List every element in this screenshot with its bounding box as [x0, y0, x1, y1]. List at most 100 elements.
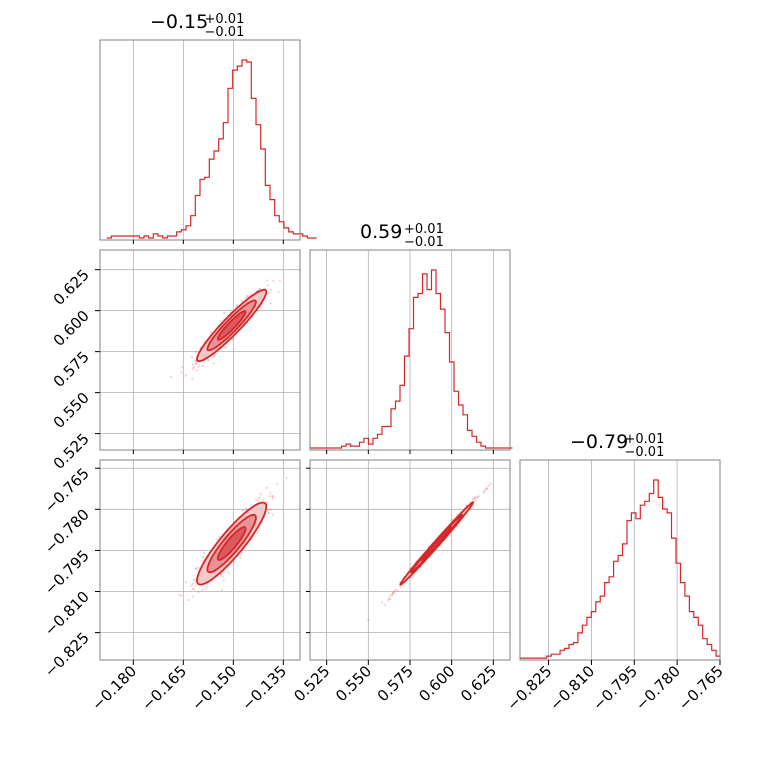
scatter-1-0-frame: [99, 249, 301, 451]
sample-point: [193, 587, 196, 591]
sample-point: [276, 483, 279, 486]
sample-point: [266, 501, 269, 504]
sample-point: [475, 495, 478, 498]
diag-0-title-upper-error: +0.01: [205, 12, 245, 27]
sample-point: [465, 504, 468, 507]
scatter-1-0-contour-line-2: [216, 310, 247, 341]
sample-point: [192, 588, 195, 591]
sample-point: [388, 594, 392, 598]
sample-point: [384, 603, 387, 607]
sample-point: [483, 489, 486, 492]
sample-point: [197, 590, 200, 594]
sample-point: [473, 497, 476, 500]
sample-point: [247, 295, 250, 298]
sample-point: [485, 486, 488, 490]
sample-point: [231, 338, 234, 341]
sample-point: [285, 477, 288, 480]
diag-2-title-lower-error: −0.01: [625, 445, 665, 460]
sample-point: [233, 561, 236, 564]
x-tick-label: −0.810: [546, 662, 598, 714]
sample-point: [269, 289, 272, 292]
sample-point: [267, 511, 270, 514]
sample-point: [256, 531, 259, 534]
scatter-2-1-contour-line-0: [399, 501, 475, 586]
sample-point: [180, 594, 183, 597]
sample-point: [471, 499, 474, 502]
diag-0-title-lower-error: −0.01: [205, 25, 245, 40]
y-tick-label: −0.825: [41, 629, 93, 681]
sample-point: [473, 497, 477, 500]
sample-point: [399, 585, 402, 589]
sample-point: [219, 319, 222, 322]
y-tick-label: 0.600: [50, 307, 93, 350]
sample-point: [225, 345, 228, 348]
sample-point: [192, 578, 196, 582]
sample-point: [239, 556, 242, 559]
sample-point: [178, 594, 181, 597]
diag-2-title-upper-error: +0.01: [625, 432, 665, 447]
sample-point: [487, 484, 490, 487]
diag-2-title-value: −0.79: [570, 431, 628, 453]
sample-point: [258, 496, 261, 499]
sample-point: [268, 495, 271, 498]
scatter-1-0-contour-fill-inner: [217, 311, 246, 340]
sample-point: [236, 304, 239, 307]
scatter-2-1-contour-line-1: [410, 513, 464, 574]
sample-point: [389, 597, 392, 601]
sample-point: [392, 591, 395, 595]
sample-point: [391, 594, 394, 597]
sample-point: [201, 556, 204, 559]
sample-point: [271, 495, 274, 498]
sample-point: [195, 567, 198, 570]
sample-point: [390, 593, 393, 596]
sample-point: [194, 584, 197, 587]
sample-point: [223, 346, 227, 350]
sample-point: [489, 482, 492, 485]
x-tick-label: −0.825: [503, 662, 555, 714]
scatter-1-0-scatter: [100, 250, 300, 450]
sample-point: [393, 590, 396, 593]
sample-point: [387, 597, 390, 600]
sample-point: [380, 601, 384, 604]
sample-point: [218, 535, 221, 539]
sample-point: [259, 493, 262, 496]
sample-point: [207, 359, 210, 362]
sample-point: [212, 362, 215, 365]
sample-point: [194, 360, 197, 363]
sample-point: [202, 551, 206, 555]
sample-point: [210, 330, 213, 333]
sample-point: [212, 354, 215, 357]
scatter-2-0-scatter: [100, 460, 300, 660]
diag-2-frame: [519, 459, 721, 661]
sample-point: [187, 598, 190, 602]
sample-point: [277, 290, 280, 293]
y-tick-label: 0.625: [50, 266, 93, 309]
sample-point: [241, 551, 244, 554]
sample-point: [271, 497, 275, 500]
diag-0-histogram-step: [106, 59, 317, 239]
sample-point: [191, 595, 194, 598]
sample-point: [191, 582, 194, 586]
sample-point: [222, 579, 225, 582]
y-tick-label: −0.765: [41, 464, 93, 516]
scatter-1-0-contour-line-0: [196, 288, 268, 362]
x-tick-label: −0.150: [188, 662, 240, 714]
diag-1-title-upper-error: +0.01: [404, 222, 444, 237]
scatter-2-0-contour-fill-inner: [217, 527, 246, 560]
sample-point: [194, 567, 197, 571]
sample-point: [367, 619, 370, 622]
y-tick-label: −0.795: [41, 547, 93, 599]
sample-point: [192, 367, 195, 370]
y-tick-label: 0.575: [50, 348, 93, 391]
sample-point: [197, 365, 200, 368]
sample-point: [476, 496, 479, 499]
scatter-2-0-frame: [99, 459, 301, 661]
sample-point: [269, 492, 272, 495]
sample-point: [170, 375, 173, 378]
sample-point: [269, 302, 272, 305]
scatter-2-0-contour-line-2: [216, 526, 247, 561]
sample-point: [246, 295, 249, 298]
sample-point: [396, 589, 399, 593]
scatter-2-1-points: [367, 482, 492, 622]
